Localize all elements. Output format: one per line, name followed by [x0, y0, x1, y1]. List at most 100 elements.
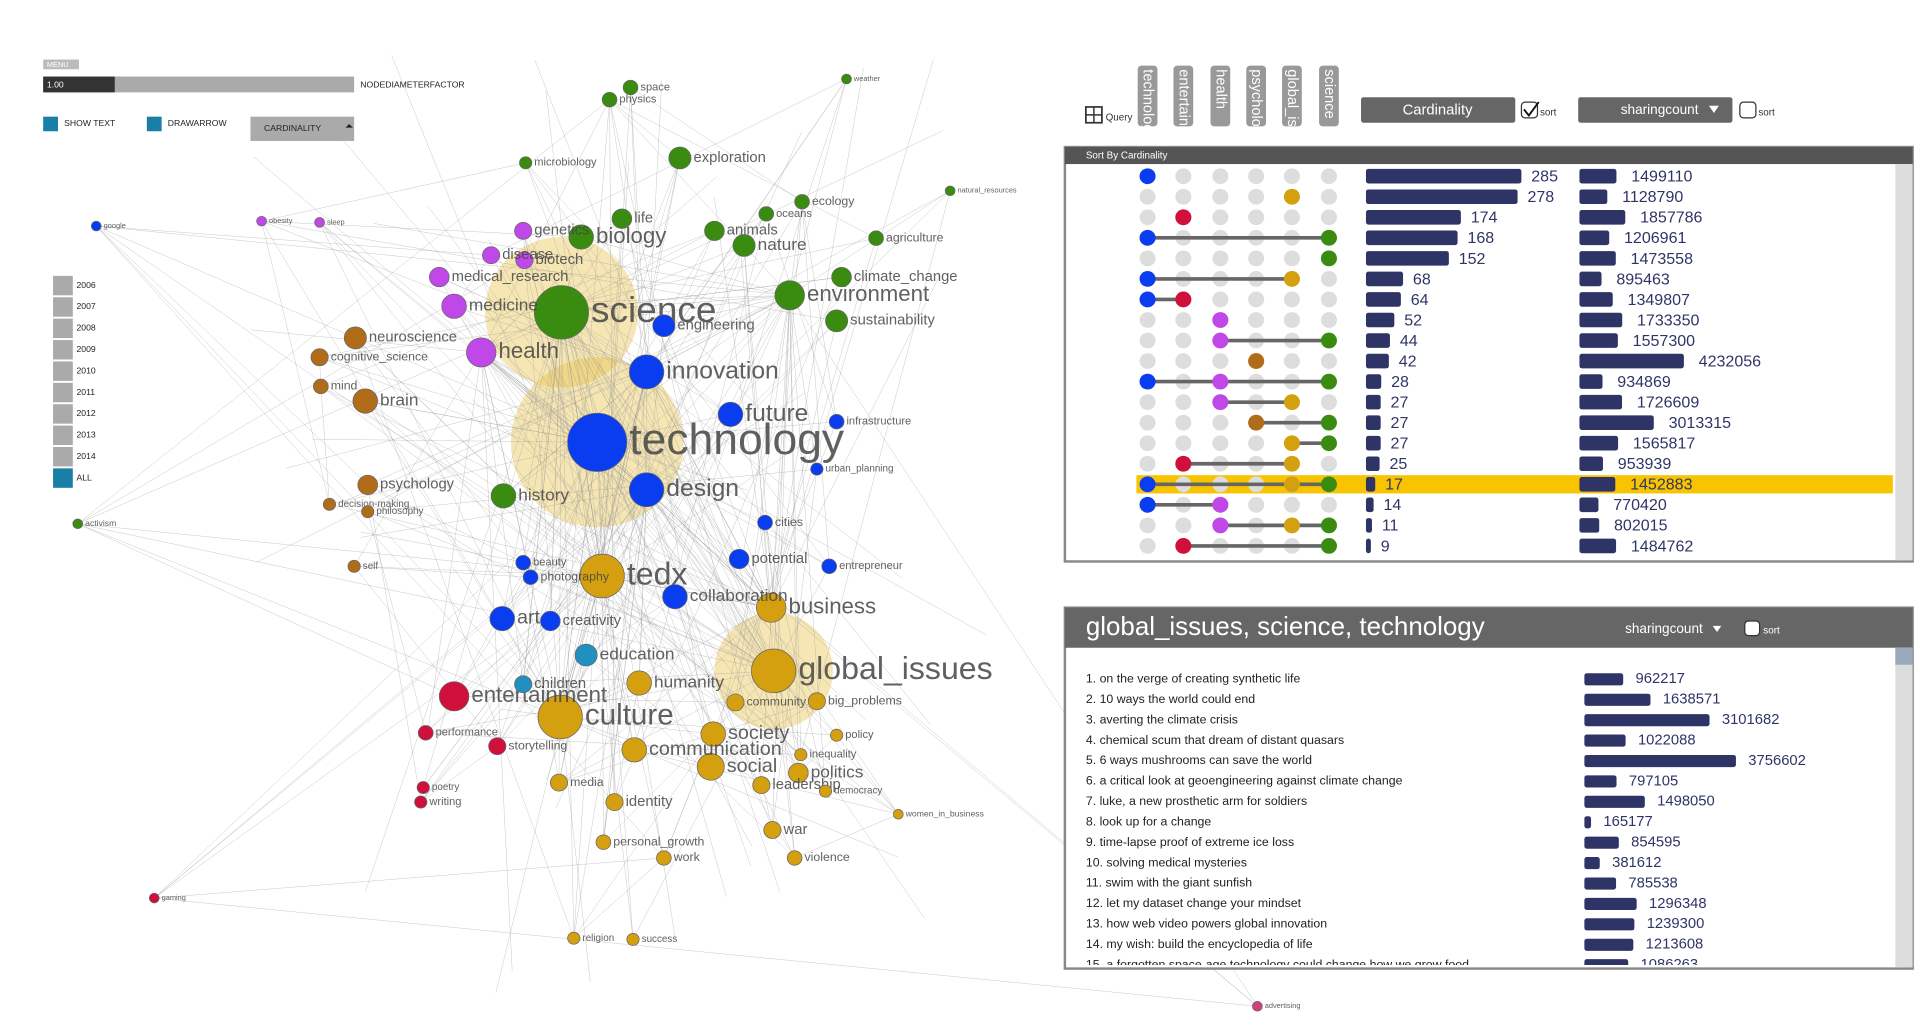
cardinality-bar	[1365, 415, 1381, 430]
year-button[interactable]	[53, 425, 73, 446]
show-text-toggle[interactable]	[43, 116, 58, 132]
year-button[interactable]	[53, 340, 73, 360]
set-dot	[1139, 373, 1156, 390]
sharing-label: 934869	[1617, 374, 1671, 391]
node	[828, 414, 845, 430]
year-button[interactable]	[53, 297, 73, 317]
edge	[558, 700, 817, 783]
year-button[interactable]	[53, 446, 73, 467]
set-header[interactable]	[1282, 65, 1302, 127]
talk-title[interactable]: 6. a critical look at geoengineering aga…	[1086, 774, 1403, 788]
set-header[interactable]	[1319, 65, 1339, 127]
draw-arrow-toggle[interactable]	[146, 116, 162, 132]
talk-title[interactable]: 9. time-lapse proof of extreme ice loss	[1086, 835, 1294, 849]
talk-title[interactable]: 4. chemical scum that dream of distant q…	[1086, 733, 1344, 747]
set-dot-empty	[1139, 435, 1156, 452]
talk-value: 1086263	[1641, 957, 1699, 973]
slider-track[interactable]	[43, 76, 355, 93]
talk-title[interactable]: 7. luke, a new prosthetic arm for soldie…	[1086, 794, 1307, 808]
node	[148, 892, 160, 904]
year-button[interactable]	[53, 404, 73, 424]
detail-sort-by[interactable]: sharingcount	[1625, 621, 1703, 636]
edge	[439, 276, 603, 577]
edge	[770, 274, 941, 608]
set-header[interactable]	[1173, 65, 1194, 127]
set-dot	[1139, 476, 1156, 493]
dropdown-arrow	[1708, 105, 1719, 114]
edge	[601, 575, 801, 755]
talk-title[interactable]: 15. a forgotten space-age technology cou…	[1086, 957, 1469, 971]
edge	[634, 213, 767, 750]
slider-value: 1.00	[47, 79, 64, 89]
talk-title[interactable]: 12. let my dataset change your mindset	[1086, 896, 1302, 910]
talk-title[interactable]: 3. averting the climate crisis	[1086, 712, 1238, 726]
edge	[423, 489, 647, 788]
edge	[355, 337, 524, 563]
node	[621, 737, 647, 763]
set-dot-empty	[1248, 435, 1265, 452]
sharing-label: 1349807	[1628, 292, 1691, 309]
year-button[interactable]	[53, 318, 73, 339]
cardinality-bar	[1365, 353, 1389, 369]
node	[628, 472, 665, 508]
sharing-bar	[1579, 168, 1617, 184]
edge	[560, 596, 676, 718]
talk-title[interactable]: 5. 6 ways mushrooms can save the world	[1086, 753, 1312, 767]
talk-title[interactable]: 13. how web video powers global innovati…	[1086, 917, 1327, 931]
set-dot	[1139, 168, 1156, 185]
menu-button[interactable]	[43, 59, 79, 70]
talk-title[interactable]: 2. 10 ways the world could end	[1086, 692, 1255, 706]
set-dot-empty	[1248, 209, 1265, 226]
sharing-label: 1206961	[1624, 230, 1687, 247]
edge	[522, 230, 603, 577]
year-button[interactable]	[53, 361, 73, 381]
year-label: 2014	[77, 451, 96, 461]
scrollbar[interactable]	[1895, 647, 1913, 968]
sort-checkbox[interactable]	[1520, 101, 1539, 119]
node-label: brain	[380, 390, 418, 410]
set-dot-empty	[1320, 209, 1337, 226]
edge	[581, 236, 790, 296]
node	[825, 309, 849, 333]
cardinality-bar	[1365, 251, 1449, 266]
year-button[interactable]	[53, 275, 73, 296]
sharing-bar	[1579, 477, 1616, 492]
edge	[663, 213, 767, 326]
sharing-button[interactable]	[1578, 97, 1733, 123]
edge	[522, 562, 560, 783]
year-button[interactable]	[53, 468, 73, 488]
set-dot-empty	[1248, 250, 1265, 267]
node	[416, 781, 430, 794]
set-dot	[1320, 229, 1337, 246]
node-label: children	[534, 676, 586, 692]
node	[514, 222, 533, 240]
set-dot-empty	[1139, 250, 1156, 267]
set-dot-empty	[1248, 496, 1265, 513]
set-header[interactable]	[1210, 65, 1231, 127]
set-dot-empty	[1175, 414, 1192, 431]
year-button[interactable]	[53, 382, 73, 403]
talk-title[interactable]: 11. swim with the giant sunfish	[1086, 876, 1252, 890]
talk-bar	[1584, 938, 1634, 951]
node-label: infrastructure	[846, 416, 911, 428]
cardinality-button[interactable]	[1361, 97, 1516, 123]
set-header[interactable]	[1137, 65, 1158, 127]
set-dot-empty	[1248, 312, 1265, 328]
sort-checkbox[interactable]	[1739, 101, 1757, 119]
edge	[365, 312, 562, 892]
year-label: 2012	[77, 408, 96, 418]
scrollbar[interactable]	[1895, 164, 1913, 561]
talk-title[interactable]: 1. on the verge of creating synthetic li…	[1086, 672, 1301, 686]
edge	[285, 371, 647, 469]
talk-title[interactable]: 8. look up for a change	[1086, 815, 1212, 829]
set-dot-empty	[1139, 517, 1156, 534]
year-label: 2006	[77, 280, 96, 290]
edge	[360, 489, 647, 538]
sort-mode-dropdown[interactable]	[250, 116, 355, 141]
edge	[646, 392, 806, 490]
node	[662, 584, 688, 610]
sort-checkbox[interactable]	[1744, 620, 1761, 637]
talk-title[interactable]: 10. solving medical mysteries	[1086, 855, 1247, 869]
set-header[interactable]	[1246, 65, 1267, 127]
talk-title[interactable]: 14. my wish: build the encyclopedia of l…	[1086, 937, 1313, 951]
